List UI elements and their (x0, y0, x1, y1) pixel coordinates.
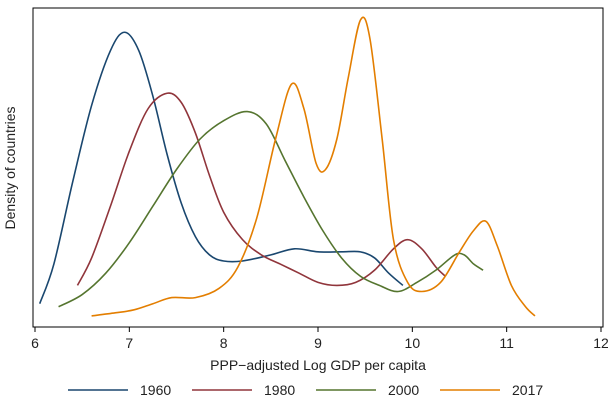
legend: 1960 1980 2000 2017 (68, 382, 543, 398)
x-tick-label: 7 (125, 335, 133, 351)
series-line-2000 (58, 110, 484, 308)
x-tick-label: 12 (593, 335, 608, 351)
x-tick-label: 6 (31, 335, 39, 351)
x-axis: 6 7 8 9 10 11 12 (31, 327, 608, 351)
x-axis-title: PPP−adjusted Log GDP per capita (210, 357, 426, 373)
x-tick-label: 11 (499, 335, 514, 351)
x-tick-label: 10 (405, 335, 421, 351)
legend-label-1960: 1960 (140, 382, 171, 398)
y-axis-title: Density of countries (2, 107, 18, 230)
series-lines (38, 16, 536, 317)
legend-label-2017: 2017 (512, 382, 543, 398)
x-tick-label: 9 (314, 335, 322, 351)
x-tick-label: 8 (220, 335, 228, 351)
legend-label-2000: 2000 (388, 382, 419, 398)
series-line-2017 (91, 16, 536, 317)
series-line-1960 (38, 31, 404, 304)
series-line-1980 (76, 92, 446, 287)
legend-label-1980: 1980 (264, 382, 295, 398)
